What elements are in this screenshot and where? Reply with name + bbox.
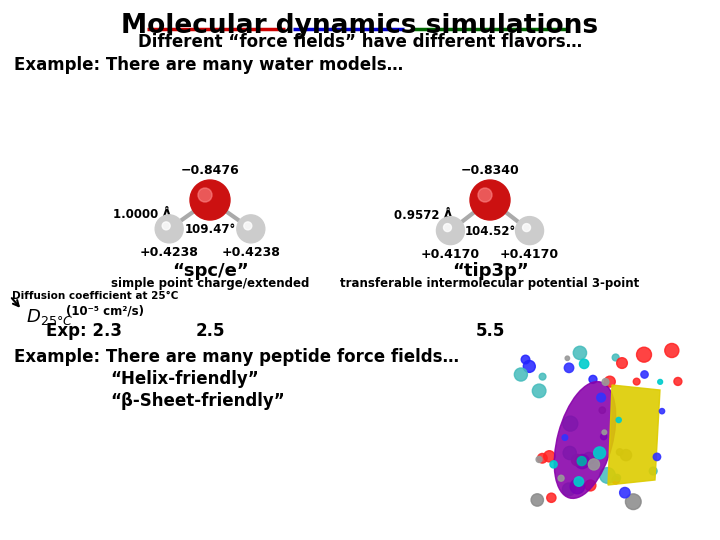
Text: transferable intermolecular potential 3-point: transferable intermolecular potential 3-… [341,277,639,290]
Circle shape [523,360,535,373]
Circle shape [583,453,595,464]
Circle shape [562,483,575,496]
Circle shape [558,475,564,481]
Text: “tip3p”: “tip3p” [451,262,528,280]
Text: “β-Sheet-friendly”: “β-Sheet-friendly” [110,392,284,410]
Circle shape [621,449,631,461]
Circle shape [604,376,616,387]
Circle shape [562,435,567,440]
Circle shape [237,215,265,243]
Circle shape [597,393,606,402]
Circle shape [563,447,577,460]
Circle shape [658,380,662,384]
Circle shape [612,354,619,361]
Circle shape [514,368,528,381]
Text: simple point charge/extended: simple point charge/extended [111,277,309,290]
Text: Different “force fields” have different flavors…: Different “force fields” have different … [138,33,582,51]
Text: 2.5: 2.5 [195,322,225,340]
Circle shape [641,371,648,378]
Circle shape [156,215,183,243]
Circle shape [577,456,586,465]
Circle shape [616,449,623,455]
Circle shape [523,224,531,232]
Circle shape [612,476,620,484]
Text: Diffusion coefficient at 25°C: Diffusion coefficient at 25°C [12,291,179,301]
Text: Molecular dynamics simulations: Molecular dynamics simulations [122,13,598,39]
Circle shape [665,343,679,357]
Circle shape [436,217,464,245]
Text: 1.0000 Å: 1.0000 Å [113,208,171,221]
Circle shape [544,451,555,462]
Text: $\mathbf{\mathit{D}}_{25°C}$: $\mathbf{\mathit{D}}_{25°C}$ [26,307,73,327]
Circle shape [538,454,547,463]
Text: “Helix-friendly”: “Helix-friendly” [110,370,258,388]
Circle shape [564,363,574,373]
Circle shape [572,454,582,466]
Circle shape [198,188,212,202]
Circle shape [531,494,544,506]
Circle shape [589,375,597,383]
Text: 109.47°: 109.47° [184,223,235,236]
Circle shape [574,477,584,487]
Circle shape [516,217,544,245]
Circle shape [532,384,546,397]
Circle shape [575,455,590,469]
Ellipse shape [554,382,616,498]
Circle shape [599,407,606,414]
Circle shape [470,180,510,220]
Circle shape [602,379,609,386]
Circle shape [616,357,627,368]
Circle shape [580,359,589,369]
Circle shape [634,378,640,385]
Circle shape [573,346,587,360]
Text: 0.9572 Å: 0.9572 Å [394,209,452,222]
Polygon shape [608,385,660,485]
Circle shape [620,488,630,498]
Circle shape [539,373,546,380]
Circle shape [626,494,641,510]
Circle shape [563,416,578,431]
Circle shape [244,222,252,230]
Circle shape [660,409,665,414]
Text: −0.8340: −0.8340 [461,164,519,177]
Circle shape [570,479,585,494]
Circle shape [593,447,606,459]
Text: +0.4238: +0.4238 [140,246,199,259]
Text: (10⁻⁵ cm²/s): (10⁻⁵ cm²/s) [66,304,144,317]
Circle shape [588,459,600,470]
Circle shape [190,180,230,220]
Text: Example: There are many peptide force fields…: Example: There are many peptide force fi… [14,348,459,366]
Text: +0.4170: +0.4170 [500,248,559,261]
Circle shape [674,377,682,386]
Circle shape [546,493,556,502]
Text: −0.8476: −0.8476 [181,164,239,177]
Circle shape [478,188,492,202]
Circle shape [653,453,661,461]
Circle shape [536,456,542,462]
Text: Example: There are many water models…: Example: There are many water models… [14,56,403,74]
Circle shape [585,480,596,491]
Circle shape [444,224,451,232]
Circle shape [616,417,621,423]
Circle shape [162,222,170,230]
Circle shape [600,468,616,483]
Text: Exp: 2.3: Exp: 2.3 [46,322,122,340]
Circle shape [600,434,607,440]
Circle shape [649,467,657,475]
Text: 104.52°: 104.52° [464,225,516,238]
Text: +0.4170: +0.4170 [421,248,480,261]
Circle shape [521,355,530,364]
Circle shape [636,347,652,362]
Text: 5.5: 5.5 [475,322,505,340]
Circle shape [565,356,570,361]
Circle shape [602,430,607,435]
Text: +0.4238: +0.4238 [221,246,280,259]
Text: “spc/e”: “spc/e” [171,262,248,280]
Circle shape [614,475,621,481]
Circle shape [550,461,557,468]
